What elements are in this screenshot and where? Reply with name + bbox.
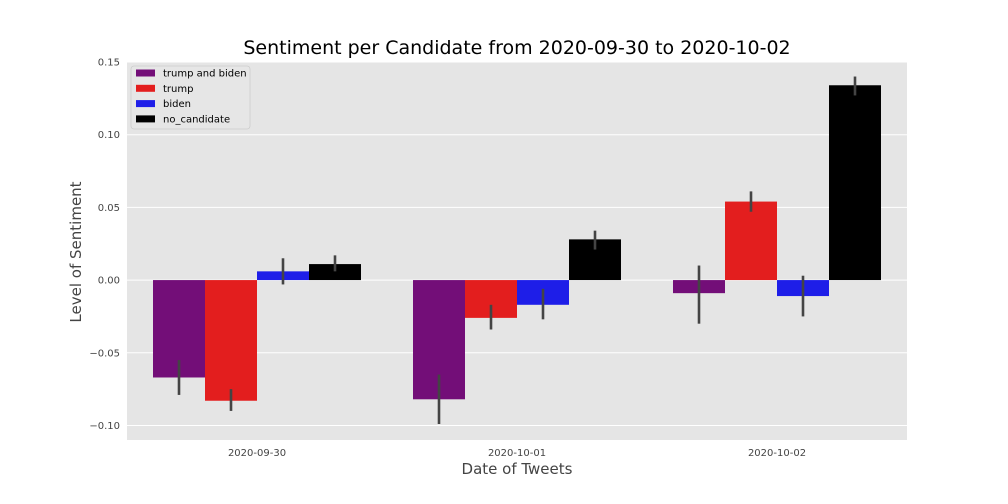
- x-tick-label: 2020-10-01: [488, 448, 546, 459]
- x-tick-label: 2020-09-30: [228, 448, 286, 459]
- y-tick-label: 0.10: [98, 130, 120, 141]
- bars-layer: [153, 85, 881, 401]
- legend-label: trump: [163, 84, 193, 95]
- x-axis-ticks: 2020-09-30 2020-10-01 2020-10-02: [228, 448, 806, 459]
- legend: trump and biden trump biden no_candidate: [130, 65, 251, 130]
- bar: [829, 85, 881, 281]
- y-tick-label: −0.10: [89, 421, 120, 432]
- y-tick-label: 0.00: [98, 276, 120, 287]
- legend-swatch: [136, 69, 155, 77]
- y-tick-label: 0.15: [98, 58, 120, 69]
- legend-box: [130, 65, 251, 130]
- legend-swatch: [136, 115, 155, 123]
- bar: [725, 201, 777, 281]
- bar: [205, 280, 257, 401]
- y-axis-ticks: −0.10 −0.05 0.00 0.05 0.10 0.15: [89, 58, 120, 432]
- legend-label: trump and biden: [163, 69, 247, 80]
- y-axis-label: Level of Sentiment: [67, 181, 85, 322]
- y-tick-label: 0.05: [98, 203, 120, 214]
- legend-label: biden: [163, 99, 191, 110]
- legend-swatch: [136, 100, 155, 108]
- chart-title: Sentiment per Candidate from 2020-09-30 …: [243, 37, 790, 59]
- y-tick-label: −0.05: [89, 348, 120, 359]
- legend-swatch: [136, 84, 155, 92]
- x-axis-label: Date of Tweets: [462, 460, 573, 478]
- error-bars-layer: [177, 76, 857, 425]
- bar: [309, 264, 361, 281]
- x-tick-label: 2020-10-02: [748, 448, 806, 459]
- legend-label: no_candidate: [163, 114, 230, 125]
